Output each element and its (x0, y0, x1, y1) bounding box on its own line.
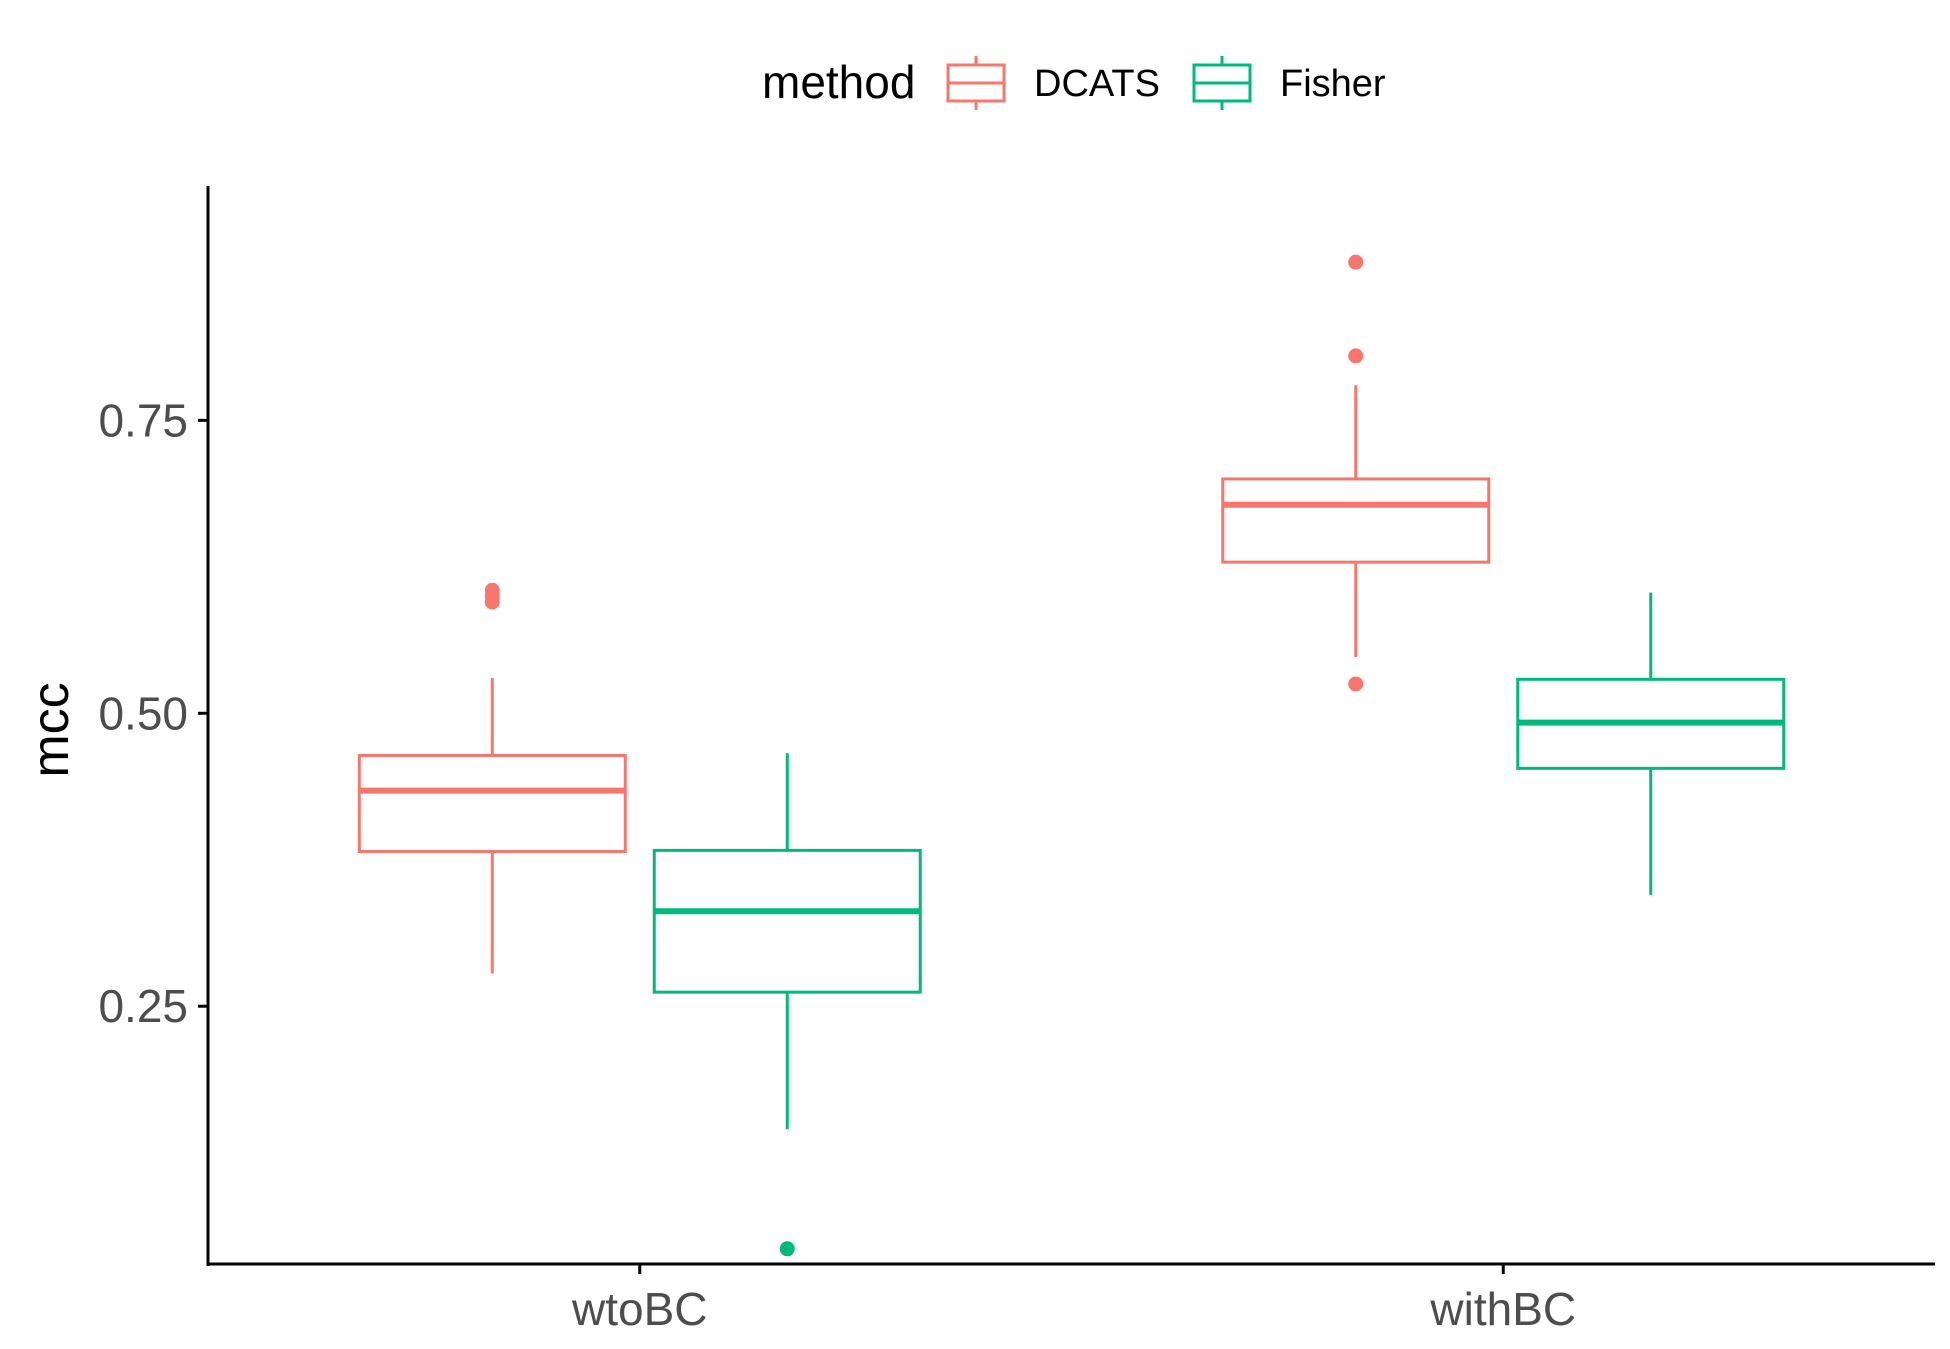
outlier-point (1348, 348, 1364, 364)
axes: 0.25 0.50 0.75 wtoBC withBC (98, 186, 1935, 1335)
box-fisher-withbc (1516, 592, 1786, 895)
outlier-point (1348, 254, 1364, 270)
box-iqr (357, 753, 627, 854)
legend-label: Fisher (1280, 63, 1386, 105)
legend-title: method (762, 56, 915, 108)
box-dcats-withbc (1221, 254, 1491, 692)
legend: method DCATS Fisher (762, 56, 1386, 110)
x-tick-label: wtoBC (571, 1283, 707, 1335)
x-tick-label: withBC (1429, 1283, 1576, 1335)
legend-item-fisher: Fisher (1192, 56, 1386, 110)
legend-label: DCATS (1034, 63, 1160, 105)
y-tick-label: 0.50 (98, 687, 188, 739)
y-axis-title: mcc (22, 682, 80, 777)
outlier-point (779, 1241, 795, 1257)
box-iqr (1221, 477, 1491, 564)
y-tick-label: 0.75 (98, 394, 188, 446)
legend-item-dcats: DCATS (946, 56, 1160, 110)
outlier-point (1348, 676, 1364, 692)
box-iqr (652, 848, 922, 994)
box-dcats-wtobc (357, 582, 627, 974)
plot-marks (357, 254, 1786, 1257)
outlier-point (484, 582, 500, 598)
box-fisher-wtobc (652, 753, 922, 1257)
y-tick-label: 0.25 (98, 980, 188, 1032)
